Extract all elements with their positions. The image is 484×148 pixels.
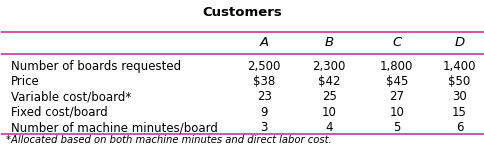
- Text: 9: 9: [260, 106, 267, 119]
- Text: $38: $38: [253, 75, 275, 88]
- Text: Fixed cost/board: Fixed cost/board: [11, 106, 107, 119]
- Text: 1,400: 1,400: [442, 59, 475, 73]
- Text: D: D: [454, 36, 464, 49]
- Text: 27: 27: [389, 90, 404, 103]
- Text: B: B: [324, 36, 333, 49]
- Text: 4: 4: [325, 121, 333, 134]
- Text: 3: 3: [260, 121, 267, 134]
- Text: 1,800: 1,800: [379, 59, 413, 73]
- Text: Variable cost/board*: Variable cost/board*: [11, 90, 131, 103]
- Text: 30: 30: [451, 90, 466, 103]
- Text: $50: $50: [447, 75, 469, 88]
- Text: 10: 10: [389, 106, 404, 119]
- Text: 10: 10: [321, 106, 336, 119]
- Text: *Allocated based on both machine minutes and direct labor cost.: *Allocated based on both machine minutes…: [6, 135, 331, 145]
- Text: 23: 23: [256, 90, 271, 103]
- Text: Number of machine minutes/board: Number of machine minutes/board: [11, 121, 217, 134]
- Text: 2,500: 2,500: [247, 59, 280, 73]
- Text: C: C: [392, 36, 401, 49]
- Text: 15: 15: [451, 106, 466, 119]
- Text: 6: 6: [455, 121, 462, 134]
- Text: 5: 5: [393, 121, 400, 134]
- Text: 25: 25: [321, 90, 336, 103]
- Text: $45: $45: [385, 75, 407, 88]
- Text: $42: $42: [318, 75, 340, 88]
- Text: Customers: Customers: [202, 6, 282, 19]
- Text: 2,300: 2,300: [312, 59, 345, 73]
- Text: A: A: [259, 36, 268, 49]
- Text: Price: Price: [11, 75, 40, 88]
- Text: Number of boards requested: Number of boards requested: [11, 59, 181, 73]
